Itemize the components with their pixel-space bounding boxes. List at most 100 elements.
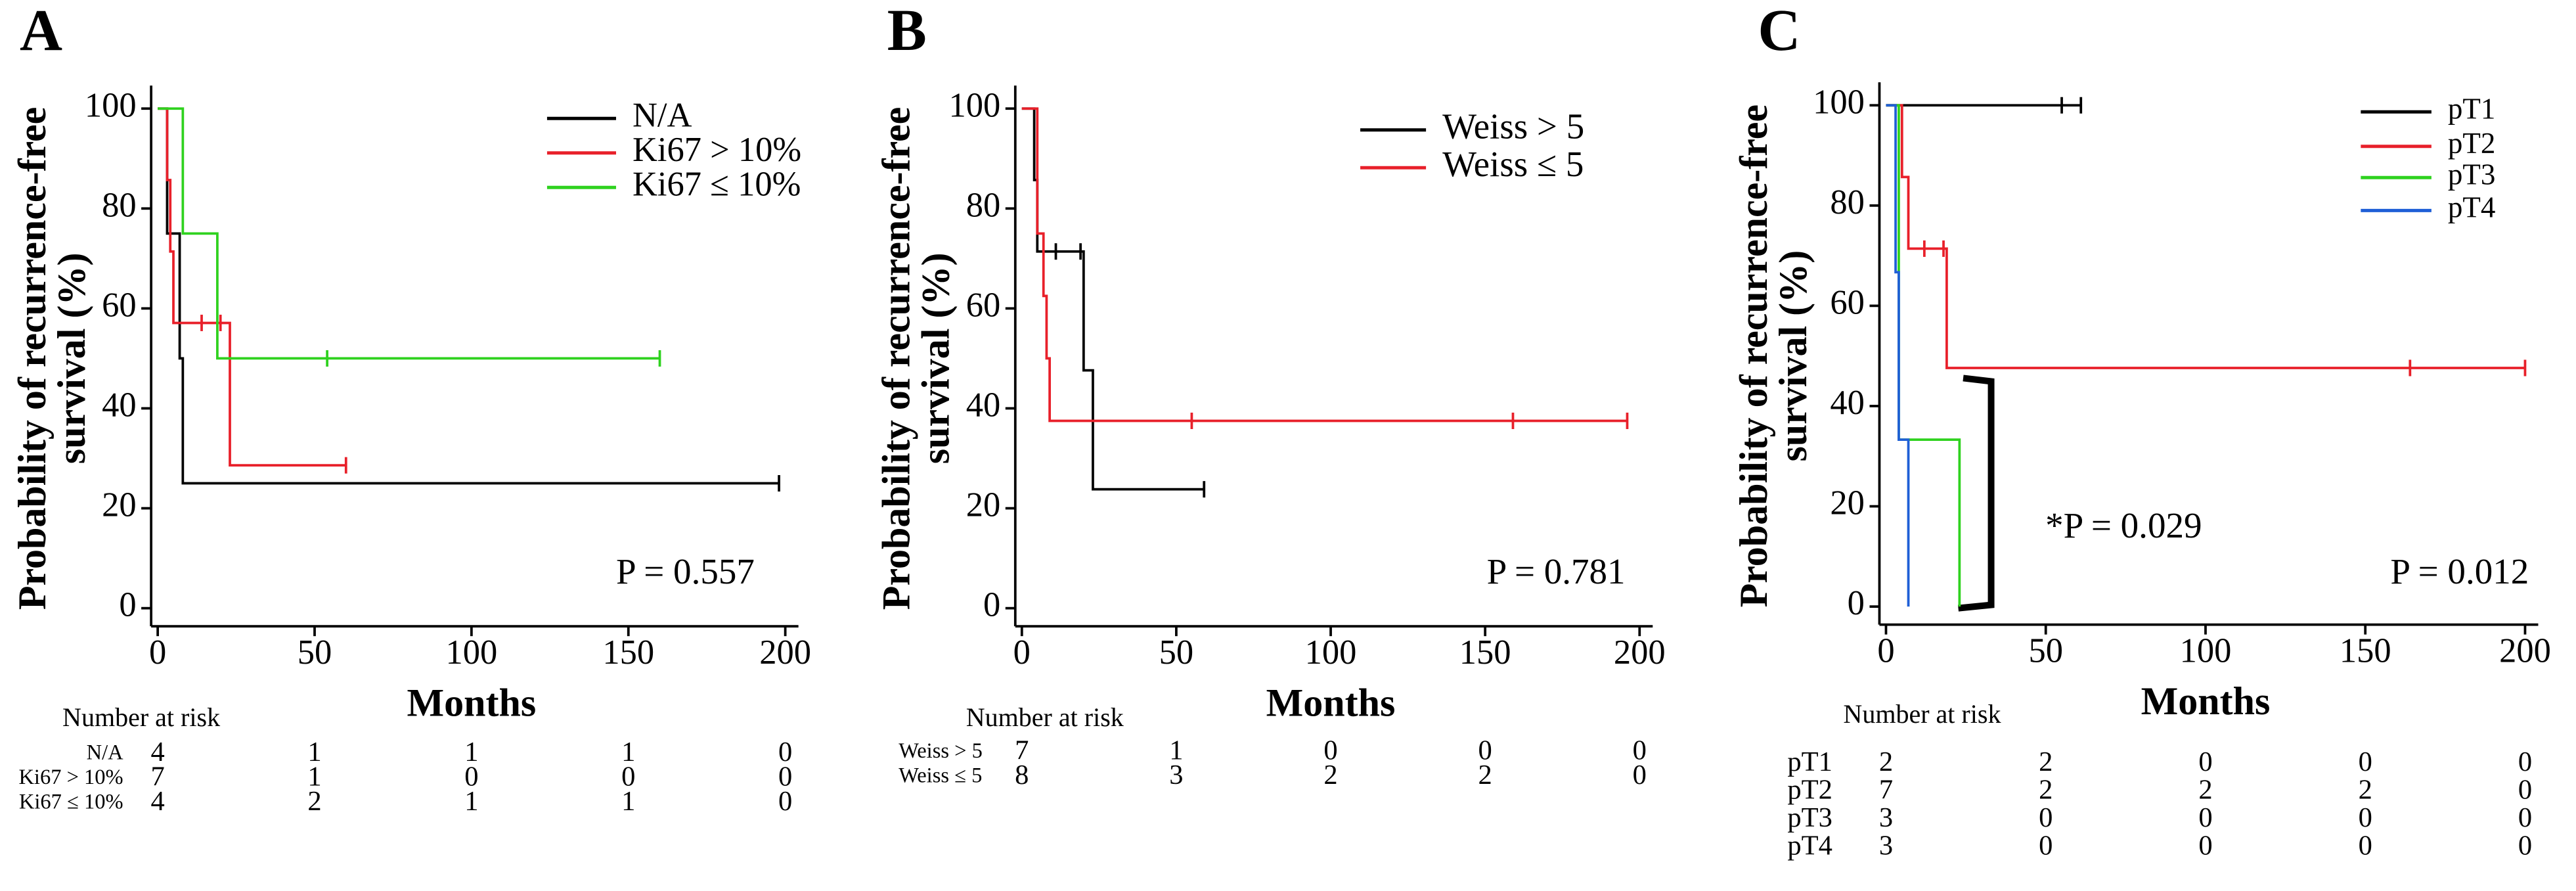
x-tick-label: 200 — [759, 633, 811, 672]
legend-label: Ki67 > 10% — [633, 131, 801, 169]
risk-count: 2 — [1323, 760, 1337, 790]
risk-count: 1 — [1169, 735, 1183, 766]
risk-count: 0 — [2518, 775, 2532, 806]
p-value: P = 0.012 — [2390, 551, 2529, 591]
risk-count: 0 — [464, 762, 478, 792]
x-tick-label: 200 — [2499, 632, 2551, 670]
y-tick-label: 100 — [948, 86, 1000, 124]
risk-row-label: pT3 — [1787, 802, 1832, 833]
risk-count: 4 — [150, 786, 164, 817]
risk-count: 0 — [2198, 831, 2212, 861]
legend-label: N/A — [633, 96, 692, 134]
risk-count: 7 — [150, 762, 164, 792]
risk-row-label: Weiss ≤ 5 — [899, 764, 982, 788]
risk-count: 2 — [1879, 746, 1893, 777]
annotation: *P = 0.029 — [2045, 505, 2202, 545]
panel-label: B — [887, 0, 927, 63]
risk-count: 1 — [621, 737, 635, 767]
x-tick-label: 150 — [2340, 632, 2391, 670]
risk-count: 2 — [2359, 775, 2372, 806]
x-tick-label: 0 — [149, 633, 166, 672]
y-axis-label: Probability of recurrence-free — [1732, 104, 1775, 607]
risk-count: 7 — [1015, 735, 1029, 766]
legend-label: pT3 — [2448, 158, 2496, 191]
p-value: P = 0.781 — [1487, 551, 1626, 591]
risk-count: 0 — [621, 762, 635, 792]
x-tick-label: 150 — [1459, 633, 1511, 672]
risk-count: 1 — [464, 737, 478, 767]
x-tick-label: 200 — [1614, 633, 1666, 672]
survival-curve — [158, 107, 346, 467]
risk-row-label: Ki67 > 10% — [18, 765, 123, 789]
risk-count: 1 — [621, 786, 635, 817]
y-axis-label: Probability of recurrence-free — [11, 107, 54, 610]
risk-count: 0 — [2198, 802, 2212, 833]
y-tick-label: 40 — [1830, 384, 1865, 422]
risk-count: 0 — [2039, 802, 2053, 833]
legend-label: pT1 — [2448, 93, 2496, 126]
y-tick-label: 20 — [1830, 484, 1865, 522]
risk-count: 0 — [778, 786, 792, 817]
risk-row-label: N/A — [87, 741, 124, 765]
y-tick-label: 40 — [966, 386, 1001, 424]
y-tick-label: 0 — [119, 586, 136, 624]
risk-count: 0 — [2198, 746, 2212, 777]
risk-count: 7 — [1879, 775, 1893, 806]
y-axis-label: survival (%) — [1771, 250, 1815, 462]
risk-title: Number at risk — [966, 702, 1124, 732]
survival-curve — [1886, 104, 2525, 369]
survival-curve — [1886, 104, 1910, 607]
survival-curve — [1886, 104, 1961, 607]
bracket — [1958, 375, 1995, 612]
risk-count: 1 — [307, 762, 321, 792]
y-tick-label: 60 — [102, 286, 137, 324]
y-tick-label: 60 — [966, 286, 1001, 324]
risk-count: 0 — [2518, 802, 2532, 833]
legend-label: Weiss > 5 — [1442, 106, 1584, 146]
x-tick-label: 50 — [1159, 633, 1194, 672]
y-tick-label: 0 — [1848, 584, 1865, 622]
survival-curve — [1021, 107, 1628, 423]
panel-label: A — [20, 0, 62, 63]
risk-count: 3 — [1879, 802, 1893, 833]
y-axis-label: Probability of recurrence-free — [874, 107, 918, 610]
legend-label: Ki67 ≤ 10% — [633, 165, 801, 203]
y-tick-label: 0 — [983, 586, 1000, 624]
y-tick-label: 80 — [102, 186, 137, 224]
x-tick-label: 50 — [298, 633, 332, 672]
x-tick-label: 100 — [1305, 633, 1357, 672]
y-tick-label: 60 — [1830, 283, 1865, 321]
risk-count: 8 — [1015, 760, 1029, 790]
risk-count: 0 — [1633, 735, 1647, 766]
x-tick-label: 150 — [602, 633, 654, 672]
y-axis-label: survival (%) — [914, 253, 958, 465]
survival-curve — [1021, 107, 1205, 491]
risk-count: 2 — [1478, 760, 1492, 790]
risk-row-label: pT1 — [1787, 746, 1832, 777]
risk-count: 0 — [2359, 831, 2372, 861]
risk-title: Number at risk — [1843, 699, 2001, 729]
y-tick-label: 20 — [102, 486, 137, 524]
risk-count: 0 — [2359, 746, 2372, 777]
risk-count: 0 — [2518, 746, 2532, 777]
risk-count: 3 — [1879, 831, 1893, 861]
risk-row-label: Ki67 ≤ 10% — [19, 790, 123, 814]
risk-row-label: pT4 — [1787, 831, 1832, 861]
x-tick-label: 0 — [1877, 632, 1894, 670]
legend-label: Weiss ≤ 5 — [1442, 144, 1584, 184]
y-tick-label: 20 — [966, 486, 1001, 524]
x-axis-label: Months — [2141, 679, 2271, 723]
risk-count: 0 — [1323, 735, 1337, 766]
risk-count: 3 — [1169, 760, 1183, 790]
survival-curve — [158, 107, 660, 360]
y-tick-label: 100 — [1813, 83, 1865, 121]
risk-row-label: Weiss > 5 — [899, 739, 983, 763]
y-tick-label: 80 — [1830, 183, 1865, 221]
risk-count: 0 — [2518, 831, 2532, 861]
panel-label: C — [1758, 0, 1800, 63]
y-tick-label: 80 — [966, 186, 1001, 224]
x-tick-label: 50 — [2028, 632, 2063, 670]
risk-count: 2 — [307, 786, 321, 817]
risk-count: 0 — [2359, 802, 2372, 833]
